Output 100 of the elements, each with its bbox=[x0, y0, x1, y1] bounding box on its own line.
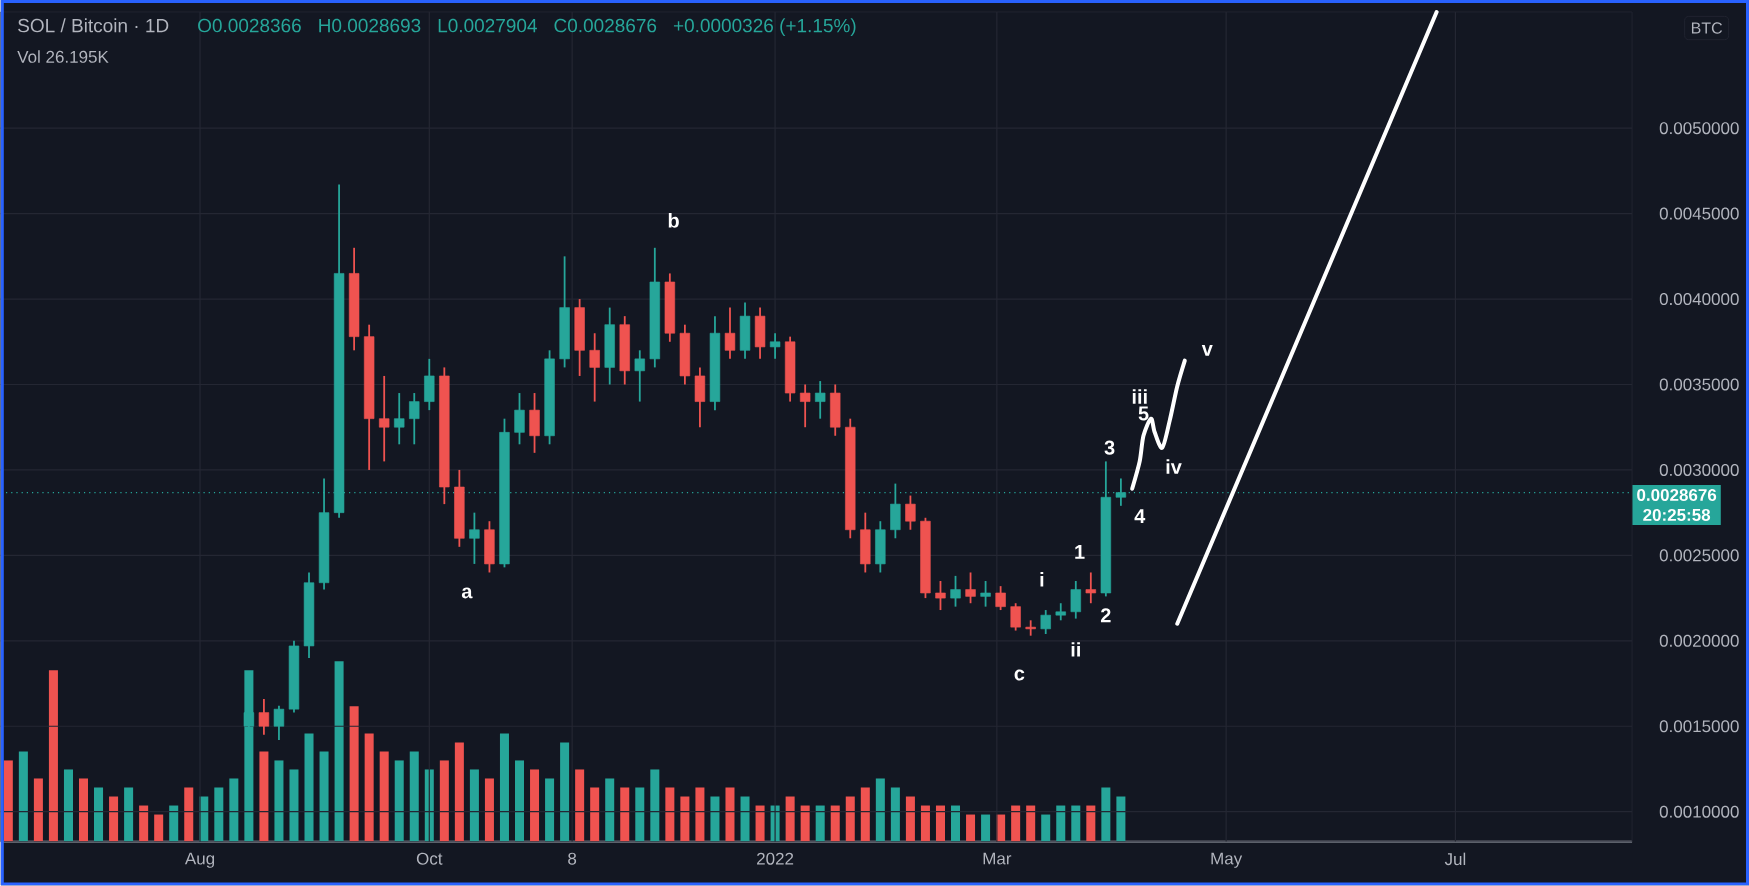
bar bbox=[785, 796, 795, 842]
bar bbox=[349, 706, 359, 842]
candlestick bbox=[769, 332, 781, 360]
candlestick bbox=[1010, 602, 1021, 632]
candlestick bbox=[1085, 571, 1097, 605]
bar bbox=[695, 787, 705, 842]
candlestick bbox=[273, 705, 285, 742]
bar bbox=[875, 778, 885, 842]
bar bbox=[575, 769, 585, 842]
x-tick-label: May bbox=[1211, 852, 1243, 869]
bar bbox=[184, 787, 194, 842]
bar bbox=[1086, 805, 1096, 842]
candlestick bbox=[965, 571, 976, 605]
bar bbox=[379, 751, 389, 842]
line-series bbox=[1130, 358, 1187, 491]
bar bbox=[33, 778, 43, 842]
bar bbox=[364, 733, 374, 842]
candlestick bbox=[258, 698, 270, 736]
annotation: H0.0028693 bbox=[319, 19, 421, 33]
ref-line-label: 0.0028676 bbox=[1637, 489, 1717, 502]
bar bbox=[830, 805, 840, 842]
bar bbox=[800, 805, 810, 842]
annotation: L0.0027904 bbox=[438, 19, 537, 33]
bar bbox=[545, 778, 555, 842]
bar bbox=[650, 769, 660, 842]
candlestick bbox=[950, 575, 961, 608]
bar bbox=[274, 760, 284, 842]
bar bbox=[78, 778, 89, 842]
bar bbox=[304, 733, 314, 842]
annotation: b bbox=[668, 213, 679, 228]
bar bbox=[94, 787, 104, 842]
candlestick bbox=[379, 375, 390, 463]
x-tick-label: Jul bbox=[1444, 852, 1466, 866]
bar bbox=[169, 805, 179, 842]
candlestick bbox=[514, 392, 525, 446]
bar bbox=[289, 769, 299, 842]
bar bbox=[620, 787, 630, 842]
bar bbox=[665, 787, 675, 842]
y-tick-label: 0.0030000 bbox=[1659, 464, 1739, 477]
bar bbox=[1011, 805, 1021, 842]
bar bbox=[409, 751, 419, 842]
annotation: O0.0028366 bbox=[198, 19, 301, 33]
y-tick-label: 0.0010000 bbox=[1659, 805, 1739, 818]
bar bbox=[319, 751, 329, 842]
bar bbox=[334, 661, 344, 842]
bar bbox=[710, 796, 720, 842]
bar bbox=[966, 814, 976, 842]
bar bbox=[469, 769, 479, 842]
candlestick bbox=[469, 511, 480, 566]
bar bbox=[951, 805, 961, 842]
candlestick bbox=[589, 332, 600, 403]
annotation: i bbox=[1040, 572, 1044, 587]
bar bbox=[890, 787, 900, 842]
bar bbox=[1101, 787, 1111, 842]
bar bbox=[109, 796, 119, 842]
annotation: 1 bbox=[1075, 545, 1085, 560]
bar bbox=[394, 760, 404, 842]
x-tick-label: 2022 bbox=[757, 852, 794, 865]
y-tick-label: 0.0025000 bbox=[1659, 549, 1739, 562]
chart-title: SOL / Bitcoin · 1D bbox=[18, 18, 169, 33]
bar bbox=[815, 805, 825, 842]
y-tick-label: 0.0015000 bbox=[1659, 720, 1739, 733]
annotation: C0.0028676 bbox=[554, 19, 657, 33]
bar bbox=[454, 742, 464, 842]
x-tick-label: Oct bbox=[416, 852, 443, 865]
bar bbox=[845, 796, 855, 842]
candlestick bbox=[634, 349, 645, 403]
bar bbox=[605, 778, 615, 842]
y-tick-label: 0.0050000 bbox=[1659, 122, 1739, 135]
candlestick bbox=[815, 380, 826, 420]
annotation: c bbox=[1014, 669, 1025, 681]
x-tick-label: 8 bbox=[568, 852, 577, 865]
y-tick-label: 0.0045000 bbox=[1659, 207, 1739, 220]
annotation: a bbox=[461, 587, 473, 599]
bar bbox=[1026, 805, 1036, 842]
annotation: 2 bbox=[1100, 608, 1111, 623]
candlestick bbox=[1115, 477, 1127, 507]
bar bbox=[590, 787, 600, 842]
bar bbox=[48, 670, 58, 842]
bar bbox=[1056, 805, 1066, 842]
bar bbox=[1116, 796, 1126, 842]
candlestick bbox=[1070, 580, 1081, 620]
x-tick-label: Aug bbox=[184, 852, 215, 869]
bar bbox=[935, 805, 945, 842]
candlestick bbox=[1040, 609, 1051, 636]
bar bbox=[229, 778, 239, 842]
bar bbox=[530, 769, 540, 842]
x-tick-label: Mar bbox=[983, 852, 1012, 865]
annotation: iv bbox=[1166, 459, 1182, 474]
text: BTC bbox=[1691, 22, 1723, 34]
bar bbox=[214, 787, 224, 842]
bar bbox=[514, 760, 525, 842]
y-tick-label: 0.0020000 bbox=[1659, 635, 1739, 648]
y-tick-label: 0.0035000 bbox=[1659, 378, 1739, 391]
bar bbox=[740, 796, 750, 842]
bar bbox=[18, 751, 28, 842]
annotation: iii bbox=[1132, 389, 1147, 404]
annotation: +0.0000326 (+1.15%) bbox=[673, 18, 856, 37]
candlestick bbox=[980, 580, 991, 608]
bar bbox=[499, 733, 509, 842]
